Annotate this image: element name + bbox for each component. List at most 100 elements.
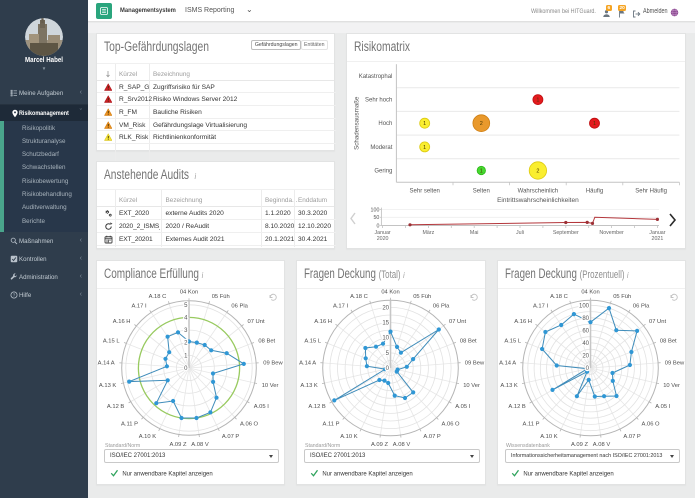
svg-text:März: März — [423, 230, 435, 236]
svg-text:Januar: Januar — [374, 230, 390, 236]
svg-text:08 Bet: 08 Bet — [460, 338, 477, 344]
svg-text:Mai: Mai — [470, 230, 479, 236]
svg-text:0: 0 — [184, 366, 188, 372]
svg-text:50: 50 — [373, 215, 379, 221]
svg-text:A.17 I: A.17 I — [333, 304, 349, 310]
svg-text:10 Ver: 10 Ver — [663, 383, 680, 389]
svg-text:A.10 K: A.10 K — [340, 434, 358, 440]
svg-text:A.10 K: A.10 K — [139, 434, 157, 440]
svg-text:0: 0 — [586, 366, 590, 372]
svg-text:1: 1 — [593, 121, 596, 127]
svg-text:A.05 I: A.05 I — [254, 404, 270, 410]
svg-text:2: 2 — [536, 169, 539, 175]
svg-text:1: 1 — [536, 98, 539, 104]
svg-text:A.15 L: A.15 L — [103, 338, 121, 344]
svg-text:5: 5 — [386, 351, 390, 357]
svg-text:A.13 K: A.13 K — [300, 383, 318, 389]
svg-text:09 Bew: 09 Bew — [665, 360, 685, 366]
svg-text:November: November — [599, 230, 624, 236]
svg-text:A.16 H: A.16 H — [113, 319, 131, 325]
svg-text:Juli: Juli — [516, 230, 524, 236]
svg-text:A.12 B: A.12 B — [508, 404, 526, 410]
svg-text:A.06 O: A.06 O — [442, 421, 461, 427]
svg-text:A.11 P: A.11 P — [121, 421, 138, 427]
svg-text:A.07 P: A.07 P — [623, 434, 641, 440]
svg-text:05 Füh: 05 Füh — [413, 294, 431, 300]
svg-text:Hoch: Hoch — [378, 121, 392, 127]
svg-text:Gering: Gering — [374, 169, 392, 175]
svg-text:A.05 I: A.05 I — [455, 404, 471, 410]
svg-text:A.14 A: A.14 A — [499, 360, 516, 366]
svg-text:Sehr hoch: Sehr hoch — [365, 98, 392, 104]
svg-text:0: 0 — [386, 366, 390, 372]
svg-text:15: 15 — [382, 321, 389, 327]
svg-text:20: 20 — [582, 354, 589, 360]
svg-text:04 Kon: 04 Kon — [581, 290, 599, 296]
svg-text:07 Unt: 07 Unt — [649, 319, 666, 325]
svg-text:1: 1 — [423, 145, 426, 151]
svg-text:80: 80 — [582, 316, 589, 322]
svg-text:A.05 I: A.05 I — [655, 404, 671, 410]
svg-text:A.09 Z: A.09 Z — [371, 442, 389, 446]
svg-text:A.15 L: A.15 L — [504, 338, 522, 344]
svg-text:A.10 K: A.10 K — [540, 434, 558, 440]
svg-text:04 Kon: 04 Kon — [180, 290, 198, 296]
svg-text:09 Bew: 09 Bew — [263, 360, 283, 366]
svg-text:A.17 I: A.17 I — [533, 304, 549, 310]
svg-text:A.11 P: A.11 P — [323, 421, 340, 427]
svg-text:Januar: Januar — [649, 230, 665, 236]
svg-text:0: 0 — [376, 223, 379, 229]
svg-text:A.16 H: A.16 H — [314, 319, 332, 325]
svg-text:10 Ver: 10 Ver — [463, 383, 480, 389]
svg-text:Katastrophal: Katastrophal — [359, 74, 393, 80]
svg-text:4: 4 — [184, 315, 188, 321]
svg-text:September: September — [553, 230, 579, 236]
svg-text:3: 3 — [184, 328, 188, 334]
svg-text:08 Bet: 08 Bet — [258, 338, 275, 344]
svg-text:2: 2 — [184, 341, 188, 347]
svg-text:A.18 C: A.18 C — [350, 294, 368, 300]
svg-text:A.18 C: A.18 C — [149, 294, 167, 300]
svg-text:06 Pla: 06 Pla — [633, 304, 650, 310]
svg-text:06 Pla: 06 Pla — [231, 304, 248, 310]
svg-text:A.12 B: A.12 B — [107, 404, 125, 410]
svg-text:A.14 A: A.14 A — [299, 360, 316, 366]
svg-text:A.06 O: A.06 O — [240, 421, 259, 427]
svg-text:A.13 K: A.13 K — [500, 383, 518, 389]
svg-text:07 Unt: 07 Unt — [449, 319, 466, 325]
svg-text:5: 5 — [184, 303, 188, 309]
svg-text:60: 60 — [582, 328, 589, 334]
svg-text:40: 40 — [582, 341, 589, 347]
svg-text:1: 1 — [423, 121, 426, 127]
svg-text:100: 100 — [371, 207, 380, 213]
svg-text:A.07 P: A.07 P — [222, 434, 240, 440]
svg-text:08 Bet: 08 Bet — [660, 338, 677, 344]
svg-text:04 Kon: 04 Kon — [381, 290, 399, 296]
svg-text:A.15 L: A.15 L — [304, 338, 322, 344]
svg-text:A.09 Z: A.09 Z — [571, 442, 589, 446]
svg-text:05 Füh: 05 Füh — [613, 294, 631, 300]
svg-text:Häufig: Häufig — [586, 188, 603, 194]
svg-text:1: 1 — [184, 353, 188, 359]
svg-text:20: 20 — [382, 305, 389, 311]
svg-text:10: 10 — [382, 336, 389, 342]
svg-text:2: 2 — [480, 121, 483, 127]
svg-text:1: 1 — [480, 169, 483, 175]
svg-text:07 Unt: 07 Unt — [248, 319, 265, 325]
svg-text:A.08 V: A.08 V — [393, 442, 411, 446]
svg-text:A.06 O: A.06 O — [642, 421, 661, 427]
svg-text:Moderat: Moderat — [370, 145, 392, 151]
svg-text:A.14 A: A.14 A — [98, 360, 115, 366]
svg-text:2021: 2021 — [652, 236, 664, 242]
svg-text:2020: 2020 — [377, 236, 389, 242]
svg-text:Schadensausmaße: Schadensausmaße — [353, 96, 360, 150]
svg-text:A.17 I: A.17 I — [131, 304, 147, 310]
svg-text:A.16 H: A.16 H — [514, 319, 532, 325]
svg-text:Sehr Häufig: Sehr Häufig — [635, 188, 667, 194]
svg-text:Sehr selten: Sehr selten — [410, 188, 440, 194]
svg-text:A.13 K: A.13 K — [99, 383, 117, 389]
svg-text:A.18 C: A.18 C — [550, 294, 568, 300]
svg-text:A.12 B: A.12 B — [308, 404, 326, 410]
svg-text:A.09 Z: A.09 Z — [169, 442, 187, 446]
svg-text:Eintrittswahrscheinlichkeiten: Eintrittswahrscheinlichkeiten — [497, 197, 579, 204]
